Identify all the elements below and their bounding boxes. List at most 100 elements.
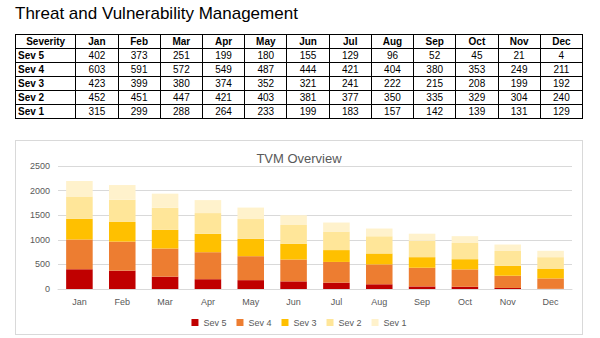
- html-text:380: 380: [426, 63, 443, 75]
- html-text:299: 299: [130, 105, 148, 117]
- html-text:Severity: Severity: [26, 35, 66, 47]
- html-text:381: 381: [299, 91, 317, 103]
- html-text:335: 335: [426, 91, 443, 103]
- html-text:399: 399: [130, 77, 148, 89]
- html-text:Jun: Jun: [299, 35, 317, 47]
- html-text:180: 180: [257, 49, 275, 61]
- svg-text:TVM Overview: TVM Overview: [256, 151, 342, 166]
- svg-text:Jul: Jul: [331, 297, 343, 307]
- html-text:Dec: Dec: [552, 35, 571, 47]
- html-text:421: 421: [215, 91, 232, 103]
- html-text:21: 21: [513, 49, 525, 61]
- svg-text:2500: 2500: [30, 161, 50, 171]
- html-text:451: 451: [130, 91, 148, 103]
- html-text:211: 211: [553, 63, 570, 75]
- html-text:321: 321: [299, 77, 317, 89]
- html-text:Oct: Oct: [468, 35, 486, 47]
- svg-text:Apr: Apr: [201, 297, 215, 307]
- html-text:447: 447: [173, 91, 190, 103]
- svg-text:Nov: Nov: [500, 297, 517, 307]
- svg-text:Feb: Feb: [114, 297, 130, 307]
- html-text:142: 142: [426, 105, 443, 117]
- html-text:Feb: Feb: [130, 35, 148, 47]
- svg-text:0: 0: [45, 284, 50, 294]
- svg-text:Sev 3: Sev 3: [293, 318, 316, 328]
- html-text:Sev 3: Sev 3: [18, 77, 45, 89]
- html-text:444: 444: [299, 63, 317, 75]
- html-text:Sep: Sep: [425, 35, 444, 47]
- html-text:233: 233: [257, 105, 275, 117]
- svg-text:Oct: Oct: [458, 297, 473, 307]
- html-text:241: 241: [341, 77, 359, 89]
- html-text:403: 403: [257, 91, 275, 103]
- html-text:Mar: Mar: [172, 35, 191, 47]
- svg-text:Aug: Aug: [371, 297, 387, 307]
- svg-text:2000: 2000: [30, 186, 50, 196]
- html-text:264: 264: [215, 105, 232, 117]
- svg-text:Sep: Sep: [414, 297, 430, 307]
- html-text:Nov: Nov: [509, 35, 529, 47]
- svg-text:Sev 2: Sev 2: [339, 318, 362, 328]
- svg-text:Sev 1: Sev 1: [384, 318, 407, 328]
- html-text:423: 423: [88, 77, 106, 89]
- html-text:45: 45: [471, 49, 483, 61]
- html-text:183: 183: [341, 105, 359, 117]
- html-text:251: 251: [173, 49, 190, 61]
- html-text:129: 129: [341, 49, 359, 61]
- html-text:373: 373: [130, 49, 148, 61]
- html-text:Threat and Vulnerability Manag: Threat and Vulnerability Management: [15, 4, 298, 23]
- html-text:52: 52: [429, 49, 441, 61]
- html-text:Sev 4: Sev 4: [18, 63, 45, 75]
- html-text:Sev 5: Sev 5: [18, 49, 45, 61]
- svg-text:Jun: Jun: [286, 297, 301, 307]
- html-text:329: 329: [468, 91, 486, 103]
- html-text:155: 155: [299, 49, 317, 61]
- html-text:315: 315: [88, 105, 106, 117]
- html-text:374: 374: [215, 77, 232, 89]
- html-text:591: 591: [130, 63, 148, 75]
- svg-text:Dec: Dec: [543, 297, 560, 307]
- html-text:Jul: Jul: [343, 35, 358, 47]
- html-text:139: 139: [468, 105, 486, 117]
- html-text:304: 304: [510, 91, 528, 103]
- html-text:402: 402: [88, 49, 106, 61]
- html-text:199: 199: [510, 77, 528, 89]
- html-text:487: 487: [257, 63, 275, 75]
- html-text:208: 208: [468, 77, 486, 89]
- svg-text:1500: 1500: [30, 210, 50, 220]
- svg-text:500: 500: [35, 259, 50, 269]
- html-text:Sev 1: Sev 1: [18, 105, 45, 117]
- html-text:Apr: Apr: [215, 35, 233, 47]
- html-text:377: 377: [341, 91, 359, 103]
- html-text:192: 192: [553, 77, 570, 89]
- svg-text:Mar: Mar: [157, 297, 173, 307]
- html-text:May: May: [256, 35, 276, 47]
- svg-text:Sev 5: Sev 5: [203, 318, 226, 328]
- html-text:222: 222: [384, 77, 401, 89]
- html-text:452: 452: [88, 91, 106, 103]
- html-text:Aug: Aug: [382, 35, 403, 47]
- html-text:240: 240: [553, 91, 570, 103]
- html-text:249: 249: [510, 63, 528, 75]
- html-text:603: 603: [88, 63, 106, 75]
- html-text:Jan: Jan: [88, 35, 106, 47]
- svg-text:Sev 4: Sev 4: [248, 318, 271, 328]
- html-text:96: 96: [386, 49, 398, 61]
- html-text:404: 404: [384, 63, 401, 75]
- html-text:157: 157: [384, 105, 401, 117]
- svg-text:1000: 1000: [30, 235, 50, 245]
- html-text:215: 215: [426, 77, 443, 89]
- html-text:288: 288: [173, 105, 190, 117]
- html-text:380: 380: [173, 77, 190, 89]
- html-text:572: 572: [173, 63, 190, 75]
- html-text:199: 199: [215, 49, 232, 61]
- html-text:199: 199: [299, 105, 317, 117]
- html-text:353: 353: [468, 63, 486, 75]
- html-text:350: 350: [384, 91, 401, 103]
- html-text:549: 549: [215, 63, 232, 75]
- html-text:421: 421: [341, 63, 359, 75]
- svg-text:Jan: Jan: [72, 297, 87, 307]
- svg-text:May: May: [242, 297, 260, 307]
- html-text:Sev 2: Sev 2: [18, 91, 45, 103]
- html-text:352: 352: [257, 77, 275, 89]
